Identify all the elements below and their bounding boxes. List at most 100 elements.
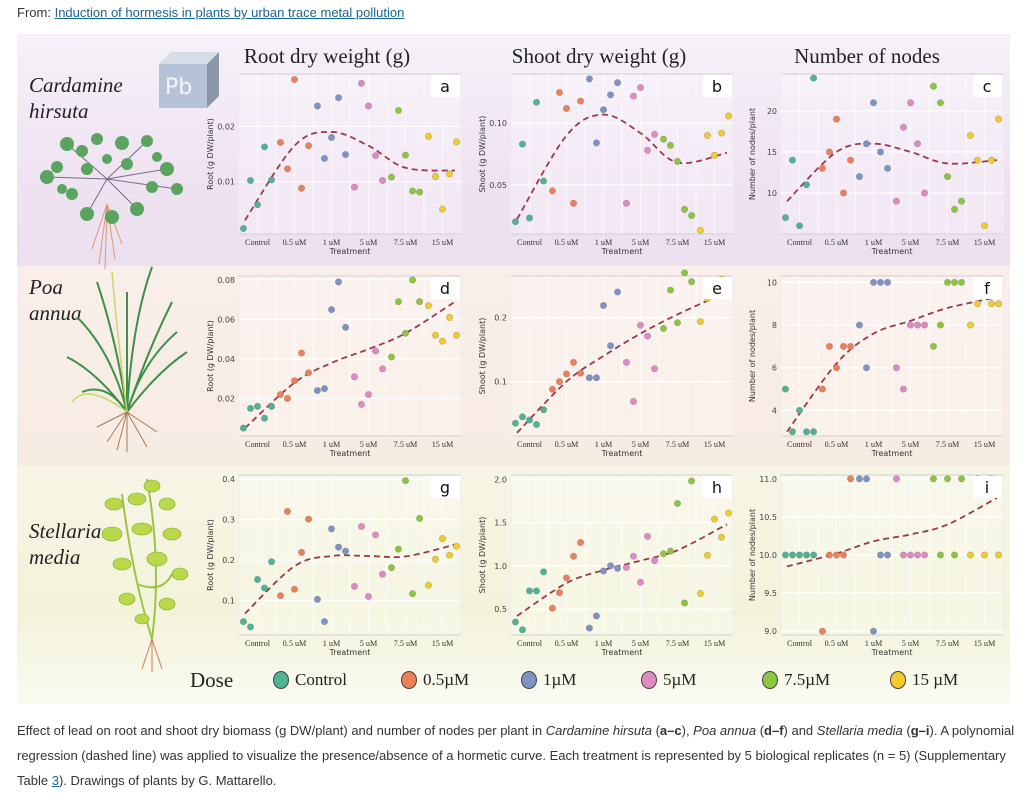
- data-point: [446, 551, 454, 559]
- data-point: [372, 152, 380, 160]
- data-point: [453, 331, 461, 339]
- data-point: [570, 199, 578, 207]
- data-point: [884, 164, 892, 172]
- data-point: [944, 173, 952, 181]
- data-point: [387, 564, 395, 572]
- data-point: [914, 321, 922, 329]
- y-tick-label: 0.2: [222, 556, 235, 565]
- data-point: [253, 201, 261, 209]
- legend-item-5um: 5µM: [641, 670, 696, 690]
- data-point: [328, 133, 336, 141]
- data-point: [966, 321, 974, 329]
- data-point: [540, 177, 548, 185]
- data-point: [253, 576, 261, 584]
- x-tick-label: 15 uM: [432, 238, 454, 247]
- x-tick-label: 5 uM: [902, 440, 920, 449]
- cardamine-drawing-icon: [40, 133, 183, 269]
- y-tick-label: 1.0: [494, 562, 507, 571]
- data-point: [379, 176, 387, 184]
- data-point: [981, 222, 989, 230]
- legend-title: Dose: [190, 668, 234, 692]
- chart-panel-b: 0.05 0.10 Control 0.5 uM 1 uM 5 uM 7.5 uM 15 uM…: [478, 73, 734, 256]
- data-point: [644, 332, 652, 340]
- legend-swatch: [401, 671, 417, 689]
- data-point: [305, 369, 313, 377]
- data-point: [320, 154, 328, 162]
- data-point: [453, 138, 461, 146]
- data-point: [781, 551, 789, 559]
- x-tick-label: 1 uM: [865, 238, 883, 247]
- data-point: [995, 551, 1003, 559]
- data-point: [725, 509, 733, 517]
- data-point: [402, 329, 410, 337]
- caption-species: Stellaria media: [816, 723, 903, 738]
- data-point: [577, 97, 585, 105]
- caption-text: ). A polynomial regression (dashed line)…: [17, 723, 1015, 788]
- y-axis-label: Number of nodes/plant: [748, 108, 757, 200]
- caption-species: Poa annua: [693, 723, 757, 738]
- data-point: [357, 522, 365, 530]
- supplementary-table-link[interactable]: 3: [51, 773, 59, 788]
- x-tick-label: 15 uM: [704, 238, 726, 247]
- x-tick-label: 15 uM: [974, 238, 996, 247]
- x-axis-label: Treatment: [329, 449, 371, 458]
- data-point: [431, 173, 439, 181]
- data-point: [246, 623, 254, 631]
- legend-label: 7.5µM: [784, 670, 831, 689]
- legend-item-1um: 1µM: [521, 670, 576, 690]
- x-axis-label: Treatment: [871, 247, 913, 256]
- data-point: [929, 342, 937, 350]
- figure: Root dry weight (g) Shoot dry weight (g)…: [17, 34, 1010, 704]
- data-point: [973, 300, 981, 308]
- data-point: [540, 406, 548, 414]
- data-point: [239, 424, 247, 432]
- data-point: [548, 385, 556, 393]
- data-point: [548, 187, 556, 195]
- x-tick-label: Control: [245, 238, 271, 247]
- y-axis-label: Shoot (g DW/plant): [478, 517, 487, 594]
- data-point: [884, 551, 892, 559]
- data-point: [651, 365, 659, 373]
- data-point: [585, 624, 593, 632]
- x-tick-label: 7.5 uM: [666, 639, 690, 648]
- y-tick-label: 1.5: [494, 519, 507, 528]
- x-axis-label: Treatment: [871, 449, 913, 458]
- legend-label: 5µM: [663, 670, 697, 689]
- data-point: [446, 170, 454, 178]
- species-name-line1: Poa: [29, 275, 63, 299]
- x-tick-label: Control: [245, 639, 271, 648]
- data-point: [525, 416, 533, 424]
- data-point: [877, 551, 885, 559]
- caption-panel-ref: a–c: [659, 723, 682, 738]
- data-point: [357, 400, 365, 408]
- panel-letter: d: [440, 279, 450, 298]
- data-point: [439, 205, 447, 213]
- polynomial-fit-line: [244, 300, 456, 429]
- x-axis-label: Treatment: [601, 449, 643, 458]
- data-point: [833, 364, 841, 372]
- data-point: [929, 475, 937, 483]
- article-link[interactable]: Induction of hormesis in plants by urban…: [54, 5, 405, 20]
- x-tick-label: 7.5 uM: [394, 238, 418, 247]
- x-tick-label: 0.5 uM: [283, 639, 307, 648]
- y-tick-label: 2.0: [494, 475, 507, 484]
- species-name-line2: media: [29, 545, 81, 569]
- species-name-line1: Cardamine: [29, 73, 123, 97]
- data-point: [416, 188, 424, 196]
- panel-letter-box: [431, 277, 460, 299]
- x-tick-label: 15 uM: [432, 639, 454, 648]
- y-tick-label: 0.1: [222, 597, 235, 606]
- data-point: [847, 475, 855, 483]
- data-point: [283, 507, 291, 515]
- data-point: [666, 286, 674, 294]
- data-point: [899, 385, 907, 393]
- x-tick-label: 1 uM: [595, 440, 613, 449]
- legend-swatch: [890, 671, 906, 689]
- data-point: [409, 187, 417, 195]
- data-point: [268, 558, 276, 566]
- legend-label: Control: [295, 670, 347, 689]
- x-tick-label: 5 uM: [902, 238, 920, 247]
- panel-letter: h: [712, 478, 722, 497]
- polynomial-fit-line: [244, 131, 456, 221]
- x-tick-label: Control: [517, 440, 543, 449]
